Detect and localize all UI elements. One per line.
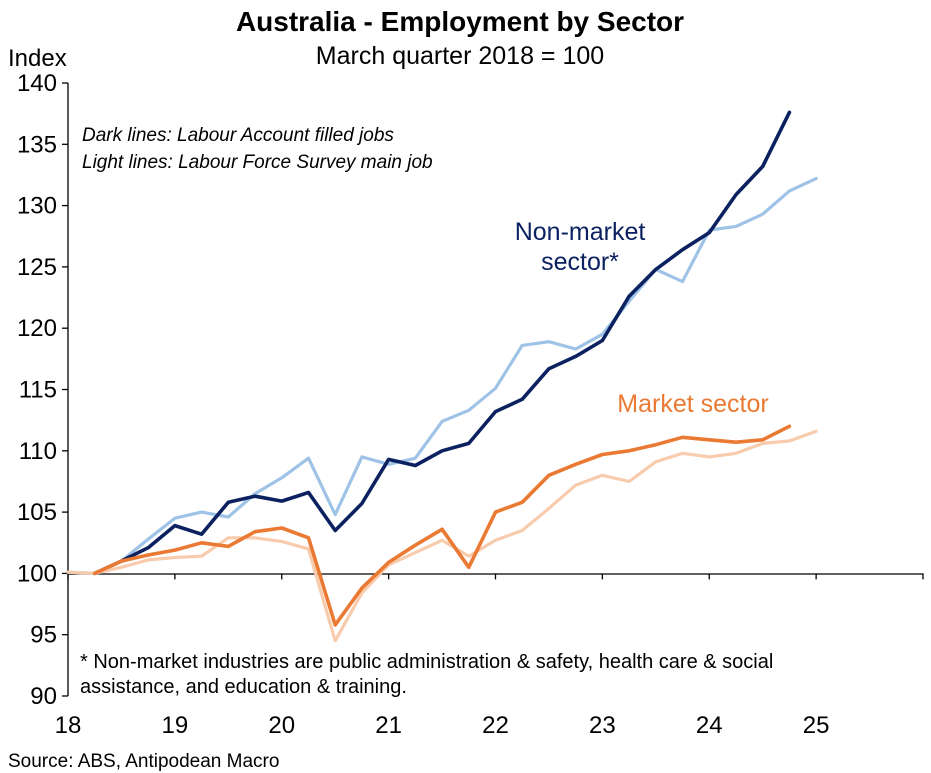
x-tick-label: 19	[162, 712, 189, 739]
x-tick-label: 24	[696, 712, 723, 739]
footnote-line1: * Non-market industries are public admin…	[80, 651, 773, 673]
y-axis-label: Index	[8, 45, 67, 72]
series-line-1	[92, 110, 792, 576]
note-light-lines: Light lines: Labour Force Survey main jo…	[82, 152, 433, 173]
x-tick-label: 18	[55, 712, 82, 739]
y-tick-label: 130	[17, 193, 57, 220]
series-line-2	[66, 429, 818, 643]
y-tick-label: 120	[17, 315, 57, 342]
series-lines	[66, 110, 818, 643]
series-line-0	[66, 177, 818, 576]
y-tick-label: 95	[30, 622, 57, 649]
x-tick-label: 22	[482, 712, 509, 739]
label-non-market-line1: Non-market	[515, 218, 646, 246]
y-tick-label: 105	[17, 499, 57, 526]
x-axis-ticks: 18 19 20 21 22 23 24 25	[55, 573, 924, 739]
y-tick-label: 110	[19, 438, 57, 465]
source-note: Source: ABS, Antipodean Macro	[8, 751, 279, 772]
footnote-line2: assistance, and education & training.	[80, 676, 407, 698]
note-dark-lines: Dark lines: Labour Account filled jobs	[82, 125, 394, 146]
x-tick-label: 23	[589, 712, 616, 739]
x-tick-label: 21	[375, 712, 402, 739]
x-tick-label: 25	[803, 712, 830, 739]
series-line-3	[92, 424, 792, 627]
y-tick-label: 135	[17, 131, 57, 158]
x-tick-label: 20	[268, 712, 295, 739]
label-market-sector: Market sector	[617, 390, 768, 418]
y-tick-label: 140	[17, 70, 57, 97]
y-tick-label: 125	[17, 254, 57, 281]
chart-subtitle: March quarter 2018 = 100	[316, 42, 604, 70]
y-tick-label: 90	[30, 683, 57, 710]
y-tick-label: 115	[19, 377, 57, 404]
chart-title: Australia - Employment by Sector	[236, 6, 684, 37]
label-non-market-line2: sector*	[541, 248, 619, 276]
y-axis-ticks: 90 95 100 105 110 115 120 125 130 135 140	[17, 70, 68, 710]
y-tick-label: 100	[17, 560, 57, 587]
